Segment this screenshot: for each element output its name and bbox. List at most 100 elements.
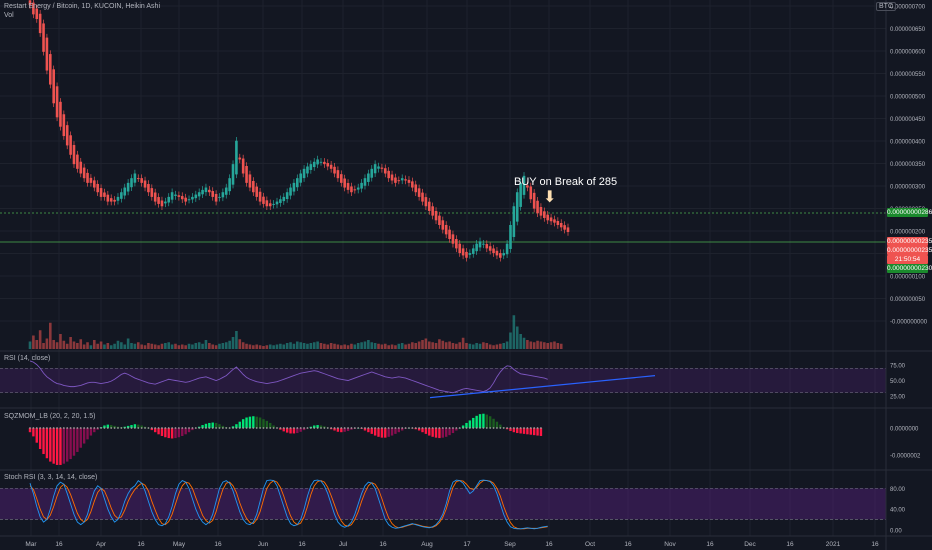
squeeze-bar <box>313 425 316 428</box>
candle-body <box>353 189 357 191</box>
rsi-tick-label: 50.00 <box>890 379 906 385</box>
volume-bar <box>42 343 45 349</box>
volume-bar <box>255 344 259 349</box>
volume-bar <box>130 343 133 349</box>
squeeze-bar <box>495 421 499 428</box>
candle-body <box>157 197 160 204</box>
squeeze-dot <box>56 427 58 429</box>
squeeze-dot <box>408 427 410 429</box>
squeeze-dot <box>171 427 174 429</box>
squeeze-dot <box>330 427 333 429</box>
candle-body <box>62 114 66 137</box>
candle-body <box>184 197 187 202</box>
squeeze-bar <box>526 428 529 435</box>
candle-body <box>275 201 279 205</box>
squeeze-dot <box>269 427 272 429</box>
volume-bar <box>326 344 330 349</box>
volume-bar <box>241 342 245 349</box>
candle-body <box>333 166 336 174</box>
volume-bar <box>495 344 499 349</box>
squeeze-dot <box>52 427 55 429</box>
sqz-title: SQZMOM_LB (20, 2, 20, 1.5) <box>4 413 96 420</box>
volume-bar <box>214 345 218 349</box>
squeeze-dot <box>316 427 319 429</box>
annotation-text[interactable]: BUY on Break of 285 <box>514 176 618 188</box>
time-tick-label: 16 <box>379 541 387 548</box>
candle-body <box>248 174 252 188</box>
candle-body <box>387 170 390 179</box>
candle-body <box>367 173 370 182</box>
volume-bar <box>113 343 116 349</box>
rsi-line <box>29 360 656 399</box>
squeeze-dot <box>340 427 343 429</box>
squeeze-bar <box>292 428 296 434</box>
squeeze-bar <box>245 417 248 428</box>
time-tick-label: Aug <box>421 541 433 548</box>
squeeze-bar <box>289 428 292 434</box>
candle-body <box>214 193 218 202</box>
squeeze-dot <box>428 427 431 429</box>
volume-bar <box>201 343 204 349</box>
squeeze-bar <box>373 428 377 436</box>
squeeze-dot <box>293 427 295 429</box>
squeeze-bar <box>265 420 269 428</box>
volume-bar <box>522 337 526 349</box>
squeeze-dot <box>276 427 278 429</box>
squeeze-bar <box>191 428 194 431</box>
volume-bar <box>316 341 319 349</box>
stoch-tick-label: 0.00 <box>890 528 902 534</box>
candle-body <box>488 246 492 251</box>
stoch-lines <box>29 479 548 530</box>
squeeze-dot <box>174 427 177 429</box>
squeeze-bar <box>184 428 187 435</box>
squeeze-bar <box>482 413 485 428</box>
squeeze-bar <box>421 428 424 433</box>
candle-body <box>299 173 302 183</box>
squeeze-bar <box>42 428 45 455</box>
squeeze-dot <box>421 427 424 429</box>
squeeze-dot <box>502 427 505 429</box>
volume-bar <box>329 343 333 349</box>
volume-bar <box>333 343 336 349</box>
candle-body <box>397 180 401 182</box>
squeeze-bar <box>461 425 465 428</box>
volume-bar <box>116 340 120 349</box>
squeeze-dot <box>198 427 201 429</box>
squeeze-dot <box>320 427 322 429</box>
squeeze-dot <box>137 427 140 429</box>
candle-body <box>505 243 509 255</box>
volume-bar <box>414 343 418 349</box>
volume-bar <box>451 343 455 349</box>
squeeze-dot <box>100 427 102 429</box>
candle-body <box>197 192 201 197</box>
squeeze-dot <box>255 427 258 429</box>
time-tick-label: 16 <box>545 541 553 548</box>
squeeze-bar <box>468 420 472 428</box>
squeeze-dot <box>516 427 519 429</box>
rsi-trend-line <box>429 375 656 399</box>
time-tick-label: 2021 <box>826 541 841 548</box>
volume-bar <box>218 343 221 349</box>
candle-body <box>495 250 499 256</box>
volume-bar <box>106 343 110 349</box>
squeeze-dot <box>282 427 285 429</box>
volume-bar <box>150 343 154 349</box>
volume-bar <box>177 345 181 349</box>
currency-tag[interactable]: BTC <box>876 2 896 11</box>
volume-bar <box>380 344 384 349</box>
candle-body <box>92 180 96 188</box>
candle-body <box>170 192 174 200</box>
volume-bar <box>397 343 401 349</box>
squeeze-bar <box>394 428 397 434</box>
arrow-down-icon[interactable]: ⬇ <box>543 189 557 206</box>
squeeze-dot <box>387 427 390 429</box>
volume-bar <box>265 345 269 349</box>
volume-bar <box>438 339 441 349</box>
squeeze-bar <box>69 428 72 460</box>
volume-bar <box>394 345 397 349</box>
squeeze-dot <box>150 427 153 429</box>
volume-bar <box>76 343 79 349</box>
time-tick-label: 16 <box>137 541 145 548</box>
volume-bar <box>197 342 201 349</box>
